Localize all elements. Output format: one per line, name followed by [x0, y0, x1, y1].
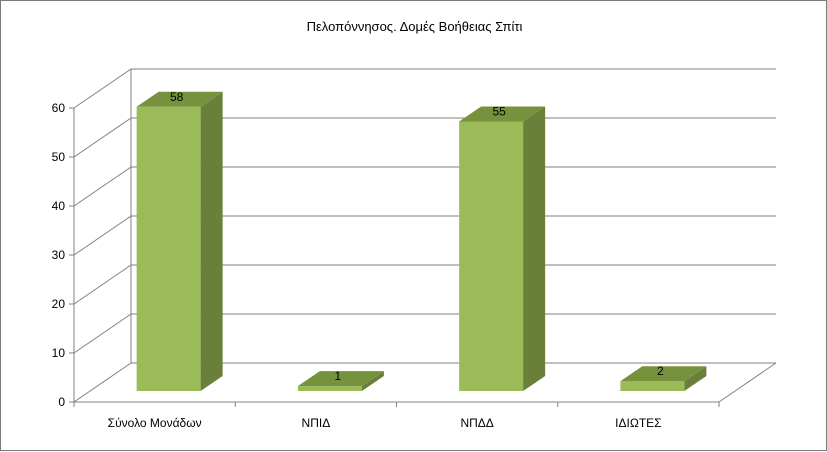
bar-top: [297, 371, 384, 387]
y-tick-label: 10: [52, 346, 66, 360]
grid-diagonal: [73, 313, 132, 354]
y-tick-label: 40: [52, 199, 66, 213]
bar-top: [459, 106, 546, 122]
y-tick-label: 20: [52, 297, 66, 311]
grid-diagonal: [73, 264, 132, 305]
x-tick-label: Σύνολο Μονάδων: [108, 416, 202, 430]
grid-diagonal: [73, 215, 132, 256]
bar-side: [523, 106, 546, 391]
bar-top: [136, 91, 223, 107]
y-tick-label: 30: [52, 248, 66, 262]
bar-side: [684, 366, 707, 391]
grid-diagonal: [73, 166, 132, 207]
data-label: 2: [657, 364, 664, 378]
bar-side: [361, 371, 384, 391]
y-tick-label: 0: [58, 395, 65, 409]
bar-front: [297, 386, 362, 391]
y-tick-label: 60: [52, 101, 66, 115]
bar-front: [459, 121, 524, 391]
bar-top: [620, 366, 707, 382]
grid-diagonal: [73, 117, 132, 158]
data-label: 1: [335, 369, 342, 383]
data-label: 55: [492, 105, 506, 119]
floor-edge: [718, 362, 777, 403]
x-tick-label: ΝΠΙΔ: [302, 416, 331, 430]
bar-front: [620, 381, 685, 391]
grid-diagonal: [73, 362, 132, 403]
grid-diagonal: [73, 68, 132, 109]
y-tick-label: 50: [52, 150, 66, 164]
x-tick-label: ΝΠΔΔ: [460, 416, 493, 430]
x-tick-label: ΙΔΙΩΤΕΣ: [615, 416, 661, 430]
bar-side: [200, 91, 223, 392]
chart-title: Πελοπόννησος. Δομές Βοήθειας Σπίτι: [306, 19, 523, 34]
bar-front: [136, 106, 201, 392]
data-label: 58: [170, 90, 184, 104]
